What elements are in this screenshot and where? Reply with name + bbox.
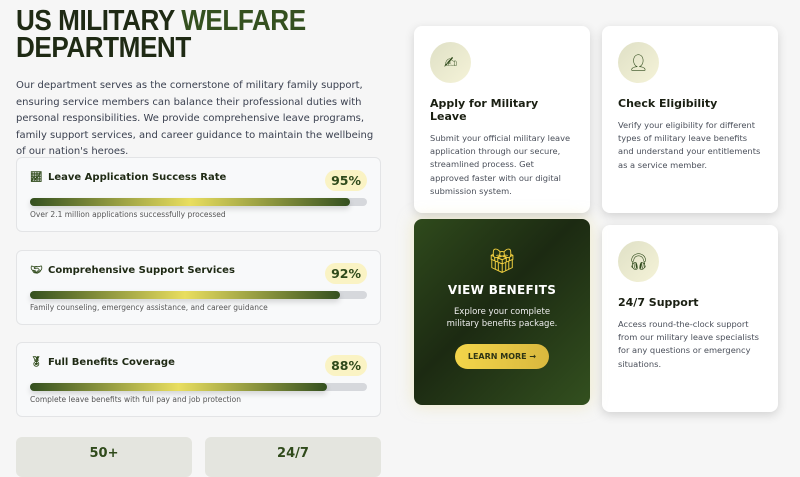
stat-card-benefits: 🏅︎ Full Benefits Coverage 88% Complete le… <box>16 342 381 417</box>
card-title: 24/7 Support <box>618 296 699 309</box>
stat-percent: 95% <box>325 170 367 191</box>
featured-text: Explore your complete military benefits … <box>446 307 558 329</box>
user-check-icon: 👤︎ <box>618 42 659 83</box>
view-benefits-card: 🎁︎ VIEW BENEFITS Explore your complete m… <box>414 219 590 405</box>
featured-title: VIEW BENEFITS <box>447 283 557 297</box>
card-text: Verify your eligibility for different ty… <box>618 120 761 170</box>
stat-description: Over 2.1 million applications successful… <box>30 210 226 219</box>
progress-track <box>30 291 367 299</box>
handshake-icon: 🤝︎ <box>30 265 43 276</box>
card-title: Apply for Military Leave <box>430 97 539 123</box>
headset-icon: 🎧︎ <box>618 241 659 282</box>
file-signature-icon: ✍︎ <box>430 42 471 83</box>
card-check-eligibility[interactable]: 👤︎ Check Eligibility Verify your eligibi… <box>602 26 778 213</box>
gift-icon: 🎁︎ <box>486 247 518 275</box>
learn-more-button[interactable]: LEARN MORE → <box>454 344 550 369</box>
stat-title: Full Benefits Coverage <box>48 357 175 368</box>
intro-paragraph: Our department serves as the cornerstone… <box>16 80 374 157</box>
card-title: Check Eligibility <box>618 97 718 110</box>
stat-description: Family counseling, emergency assistance,… <box>30 303 268 312</box>
mini-stat: 24/7 <box>205 437 381 477</box>
stat-card-success-rate: 📈︎ Leave Application Success Rate 95% Ove… <box>16 157 381 232</box>
stat-percent: 88% <box>325 355 367 376</box>
progress-track <box>30 383 367 391</box>
card-apply-leave[interactable]: ✍︎ Apply for Military Leave Submit your … <box>414 26 590 213</box>
chart-line-icon: 📈︎ <box>30 172 43 183</box>
progress-track <box>30 198 367 206</box>
card-support[interactable]: 🎧︎ 24/7 Support Access round-the-clock s… <box>602 225 778 412</box>
stat-percent: 92% <box>325 263 367 284</box>
medal-icon: 🏅︎ <box>30 357 43 368</box>
title-text-line2: DEPARTMENT <box>16 32 191 64</box>
title-text: US MILITARY <box>16 5 182 37</box>
stat-title: Comprehensive Support Services <box>48 265 235 276</box>
progress-fill <box>30 383 327 391</box>
card-text: Submit your official military leave appl… <box>430 133 571 196</box>
title-accent: WELFARE <box>181 5 306 37</box>
stat-title: Leave Application Success Rate <box>48 172 227 183</box>
progress-fill <box>30 198 351 206</box>
mini-stat: 50+ <box>16 437 192 477</box>
stat-card-support: 🤝︎ Comprehensive Support Services 92% Fam… <box>16 250 381 325</box>
card-text: Access round-the-clock support from our … <box>618 319 759 369</box>
progress-fill <box>30 291 341 299</box>
stat-description: Complete leave benefits with full pay an… <box>30 395 242 404</box>
page-title: US MILITARY WELFARE DEPARTMENT <box>16 5 306 64</box>
